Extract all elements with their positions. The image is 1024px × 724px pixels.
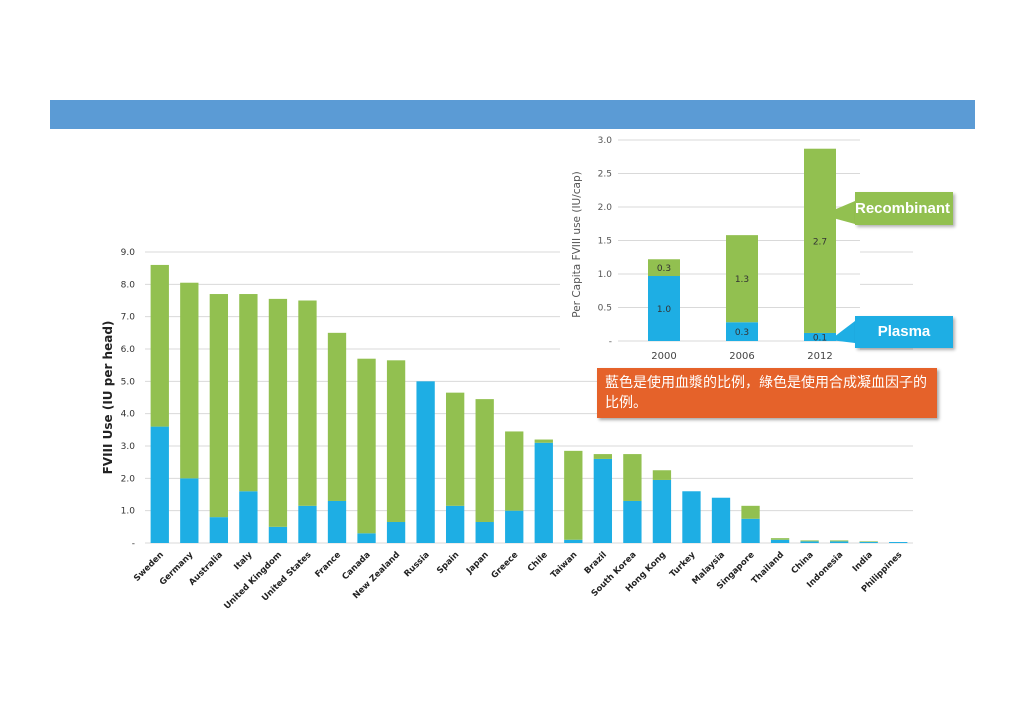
- bar-plasma-germany: [180, 478, 199, 543]
- y-tick-label: 8.0: [121, 280, 136, 290]
- bar-plasma-france: [327, 500, 347, 543]
- y-tick-label: 6.0: [121, 345, 136, 355]
- bar-recombinant-united-kingdom: [268, 298, 288, 527]
- inset-bar-recombinant-2012: [804, 148, 836, 333]
- y-tick-label: 1.0: [121, 507, 136, 517]
- bar-plasma-malaysia: [711, 497, 731, 543]
- bar-plasma-philippines: [889, 542, 908, 543]
- recombinant-callout: Recombinant: [855, 192, 953, 225]
- bar-recombinant-new-zealand: [386, 360, 406, 522]
- bar-plasma-united-kingdom: [268, 526, 288, 543]
- bar-recombinant-spain: [445, 392, 465, 506]
- bar-recombinant-brazil: [593, 454, 613, 459]
- bar-plasma-canada: [357, 533, 376, 543]
- bar-plasma-new-zealand: [386, 521, 406, 543]
- plasma-callout: Plasma: [855, 316, 953, 348]
- bar-plasma-greece: [505, 510, 524, 543]
- bar-plasma-taiwan: [564, 539, 583, 543]
- bar-recombinant-sweden: [150, 264, 169, 427]
- bar-recombinant-germany: [180, 282, 199, 479]
- bar-recombinant-taiwan: [564, 450, 583, 540]
- y-tick-label: 7.0: [121, 313, 136, 323]
- bar-plasma-brazil: [593, 458, 613, 543]
- inset-y-tick-label: 0.5: [598, 304, 612, 314]
- bar-plasma-japan: [475, 521, 494, 543]
- note-box: 藍色是使用血漿的比例，綠色是使用合成凝血因子的比例。: [597, 368, 937, 418]
- inset-y-tick-label: 1.5: [598, 237, 612, 247]
- inset-bar-plasma-2012: [804, 332, 836, 341]
- bar-plasma-singapore: [741, 518, 760, 543]
- y-tick-label: 5.0: [121, 377, 136, 387]
- inset-data-label: 0.3: [735, 328, 749, 338]
- inset-bar-plasma-2006: [726, 322, 758, 341]
- bar-recombinant-canada: [357, 358, 376, 534]
- bar-plasma-russia: [416, 381, 435, 543]
- bar-recombinant-hong-kong: [652, 470, 672, 480]
- y-tick-label: 9.0: [121, 248, 136, 258]
- bar-recombinant-japan: [475, 399, 494, 522]
- bar-plasma-thailand: [770, 539, 790, 543]
- inset-x-tick-label: 2006: [729, 351, 754, 362]
- y-tick-label: -: [132, 539, 135, 549]
- bar-recombinant-italy: [239, 294, 258, 492]
- inset-y-tick-label: 3.0: [598, 136, 613, 146]
- bar-plasma-sweden: [150, 426, 169, 543]
- inset-y-tick-label: 1.0: [598, 270, 613, 280]
- bar-plasma-turkey: [682, 491, 701, 543]
- inset-x-tick-label: 2000: [651, 351, 676, 362]
- inset-y-tick-label: -: [609, 337, 612, 347]
- recombinant-callout-pointer: [822, 201, 855, 224]
- y-tick-label: 2.0: [121, 474, 136, 484]
- bar-plasma-italy: [239, 491, 258, 543]
- bar-plasma-indonesia: [829, 541, 849, 543]
- bar-recombinant-greece: [505, 431, 524, 511]
- inset-x-tick-label: 2012: [807, 351, 832, 362]
- bar-plasma-spain: [445, 505, 465, 543]
- bar-plasma-united-states: [298, 505, 317, 543]
- y-axis-label: FVIII Use (IU per head): [101, 321, 115, 475]
- bar-recombinant-chile: [534, 439, 553, 443]
- inset-y-tick-label: 2.0: [598, 203, 613, 213]
- y-tick-label: 4.0: [121, 410, 136, 420]
- bar-recombinant-china: [800, 540, 819, 542]
- inset-bar-plasma-2000: [648, 276, 680, 341]
- bar-plasma-australia: [209, 517, 229, 543]
- bar-recombinant-united-states: [298, 300, 317, 506]
- bar-recombinant-thailand: [770, 538, 790, 540]
- bar-plasma-china: [800, 541, 819, 543]
- bar-plasma-chile: [534, 442, 553, 543]
- inset-data-label: 0.3: [657, 264, 671, 274]
- bar-plasma-india: [859, 542, 878, 543]
- bar-recombinant-india: [859, 541, 878, 543]
- bar-recombinant-france: [327, 332, 347, 501]
- bar-recombinant-australia: [209, 294, 229, 518]
- inset-y-tick-label: 2.5: [598, 170, 612, 180]
- bar-recombinant-singapore: [741, 505, 760, 519]
- bar-plasma-south-korea: [623, 500, 642, 543]
- inset-data-label: 2.7: [813, 237, 827, 247]
- inset-data-label: 0.1: [813, 333, 827, 343]
- inset-data-label: 1.0: [657, 305, 672, 315]
- inset-bar-recombinant-2006: [726, 235, 758, 323]
- header-band: [50, 100, 975, 129]
- inset-data-label: 1.3: [735, 275, 749, 285]
- bar-plasma-hong-kong: [652, 479, 672, 543]
- y-tick-label: 3.0: [121, 442, 136, 452]
- plasma-callout-pointer: [830, 321, 855, 343]
- bar-recombinant-south-korea: [623, 454, 642, 501]
- inset-bar-recombinant-2000: [648, 259, 680, 277]
- bar-recombinant-indonesia: [829, 540, 849, 542]
- inset-y-axis-label: Per Capita FVIII use (IU/cap): [571, 171, 583, 317]
